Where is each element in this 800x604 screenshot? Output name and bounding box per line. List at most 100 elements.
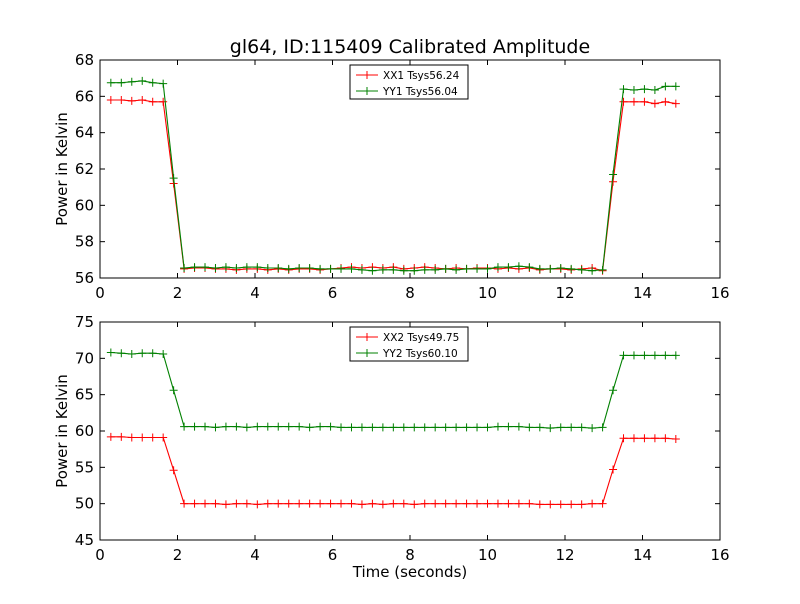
data-point [609,386,618,395]
data-point [106,348,115,357]
data-point [337,499,346,508]
data-point [441,499,450,508]
data-point [619,351,628,360]
data-point [337,423,346,432]
data-point [180,499,189,508]
chart-title: gl64, ID:115409 Calibrated Amplitude [230,36,590,58]
data-point [357,423,366,432]
data-point [640,351,649,360]
data-point [326,499,335,508]
data-point [180,264,189,273]
legend-marker [363,87,371,95]
series-line [110,351,676,429]
x-tick-label: 6 [328,284,338,302]
data-point [316,422,325,431]
data-point [661,434,670,443]
data-point [619,85,628,94]
data-point [493,499,502,508]
data-point [253,422,262,431]
data-point [546,500,555,509]
data-point [640,97,649,106]
legend-label: YY1 Tsys56.04 [382,86,458,98]
data-point [514,262,523,271]
data-point [378,423,387,432]
data-point [295,499,304,508]
data-point [274,422,283,431]
data-point [671,434,680,443]
data-point [546,264,555,273]
data-point [368,499,377,508]
data-point [598,499,607,508]
y-tick-label: 45 [75,531,94,549]
x-tick-label: 4 [250,284,260,302]
data-point [588,499,597,508]
data-point [284,264,293,273]
data-point [169,386,178,395]
data-point [567,500,576,509]
y-tick-label: 65 [75,386,94,404]
data-point [535,264,544,273]
data-point [127,77,136,86]
data-point [609,177,618,186]
series-1 [106,432,680,509]
x-tick-label: 0 [95,284,105,302]
data-point [127,433,136,442]
data-point [535,423,544,432]
data-point [305,499,314,508]
data-point [650,85,659,94]
data-point [410,266,419,275]
data-point [347,423,356,432]
x-tick-label: 2 [173,546,183,564]
data-point [452,423,461,432]
data-point [138,76,147,85]
legend-label: XX2 Tsys49.75 [383,332,459,344]
y-tick-label: 64 [75,124,94,142]
data-point [420,423,429,432]
data-point [305,264,314,273]
x-tick-label: 8 [405,284,415,302]
data-point [117,95,126,104]
data-point [221,500,230,509]
x-tick-label: 4 [250,546,260,564]
legend-box [349,64,469,100]
y-tick-label: 58 [75,233,94,251]
data-point [201,499,210,508]
x-tick-label: 6 [328,546,338,564]
data-point [127,96,136,105]
data-point [357,265,366,274]
data-point [473,499,482,508]
legend-label: YY2 Tsys60.10 [382,348,458,360]
data-point [117,349,126,358]
data-point [535,500,544,509]
x-tick-label: 14 [633,546,652,564]
data-point [148,433,157,442]
data-point [263,499,272,508]
x-tick-label: 12 [555,284,574,302]
data-point [337,264,346,273]
x-tick-label: 8 [405,546,415,564]
data-point [483,423,492,432]
data-point [588,266,597,275]
data-point [159,349,168,358]
data-point [598,423,607,432]
data-point [504,263,513,272]
legend-marker [363,333,371,341]
data-point [483,264,492,273]
x-axis-label: Time (seconds) [352,563,468,581]
data-point [211,264,220,273]
data-point [493,422,502,431]
data-point [138,433,147,442]
data-point [138,349,147,358]
data-point [504,422,513,431]
data-point [462,264,471,273]
data-point [263,264,272,273]
data-point [577,265,586,274]
data-point [169,466,178,475]
data-point [441,264,450,273]
data-point [650,351,659,360]
y-axis-label: Power in Kelvin [53,112,71,226]
data-point [232,264,241,273]
bottom-panel: 0 2 4 6 8 10 12 14 16 45 50 55 60 65 70 75 Power in Kelv… [53,313,730,581]
data-point [640,85,649,94]
